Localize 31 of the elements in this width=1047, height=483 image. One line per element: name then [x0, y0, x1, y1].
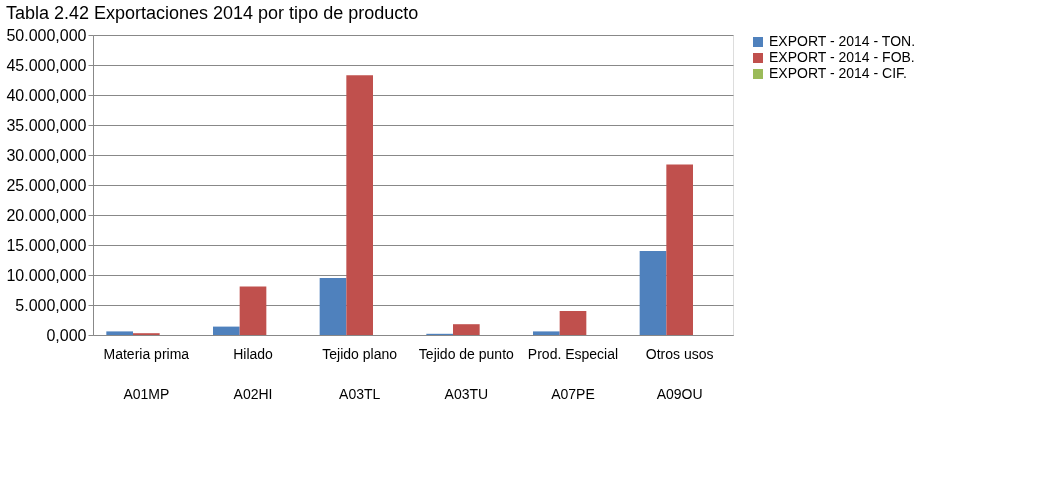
legend-label: EXPORT - 2014 - CIF. [769, 65, 907, 81]
y-tick-label: 5.000,000 [15, 296, 87, 314]
category-label: Materia prima A01MP [103, 345, 190, 402]
y-tick-label: 35.000,000 [6, 116, 87, 134]
y-tick-label: 30.000,000 [6, 146, 87, 164]
category-label: Prod. Especial A07PE [527, 345, 619, 402]
category-label: Otros usos A09OU [645, 345, 714, 402]
legend-label: EXPORT - 2014 - FOB. [769, 49, 915, 65]
bar [346, 75, 373, 335]
y-tick-label: 10.000,000 [6, 266, 87, 284]
y-tick-label: 50.000,000 [6, 26, 87, 44]
y-tick-label: 20.000,000 [6, 206, 87, 224]
bar [213, 326, 240, 335]
bar [533, 331, 560, 335]
category-label: Tejido plano A03TL [322, 345, 398, 402]
bar [106, 331, 133, 335]
bar [319, 278, 347, 335]
chart-title: Tabla 2.42 Exportaciones 2014 por tipo de producto [5, 3, 419, 23]
category-label: Tejido de punto A03TU [418, 345, 514, 402]
y-tick-label: 25.000,000 [6, 176, 87, 194]
legend-label: EXPORT - 2014 - TON. [769, 33, 916, 49]
category-label: Hilado A02HI [233, 345, 273, 402]
y-tick-label: 45.000,000 [6, 56, 87, 74]
bar [559, 311, 587, 335]
bar [666, 164, 693, 335]
y-tick-label: 40.000,000 [6, 86, 87, 104]
y-tick-label: 0,000 [46, 326, 87, 344]
bar [453, 324, 480, 335]
y-tick-label: 15.000,000 [6, 236, 87, 254]
bar [639, 251, 667, 335]
bar [239, 286, 267, 335]
